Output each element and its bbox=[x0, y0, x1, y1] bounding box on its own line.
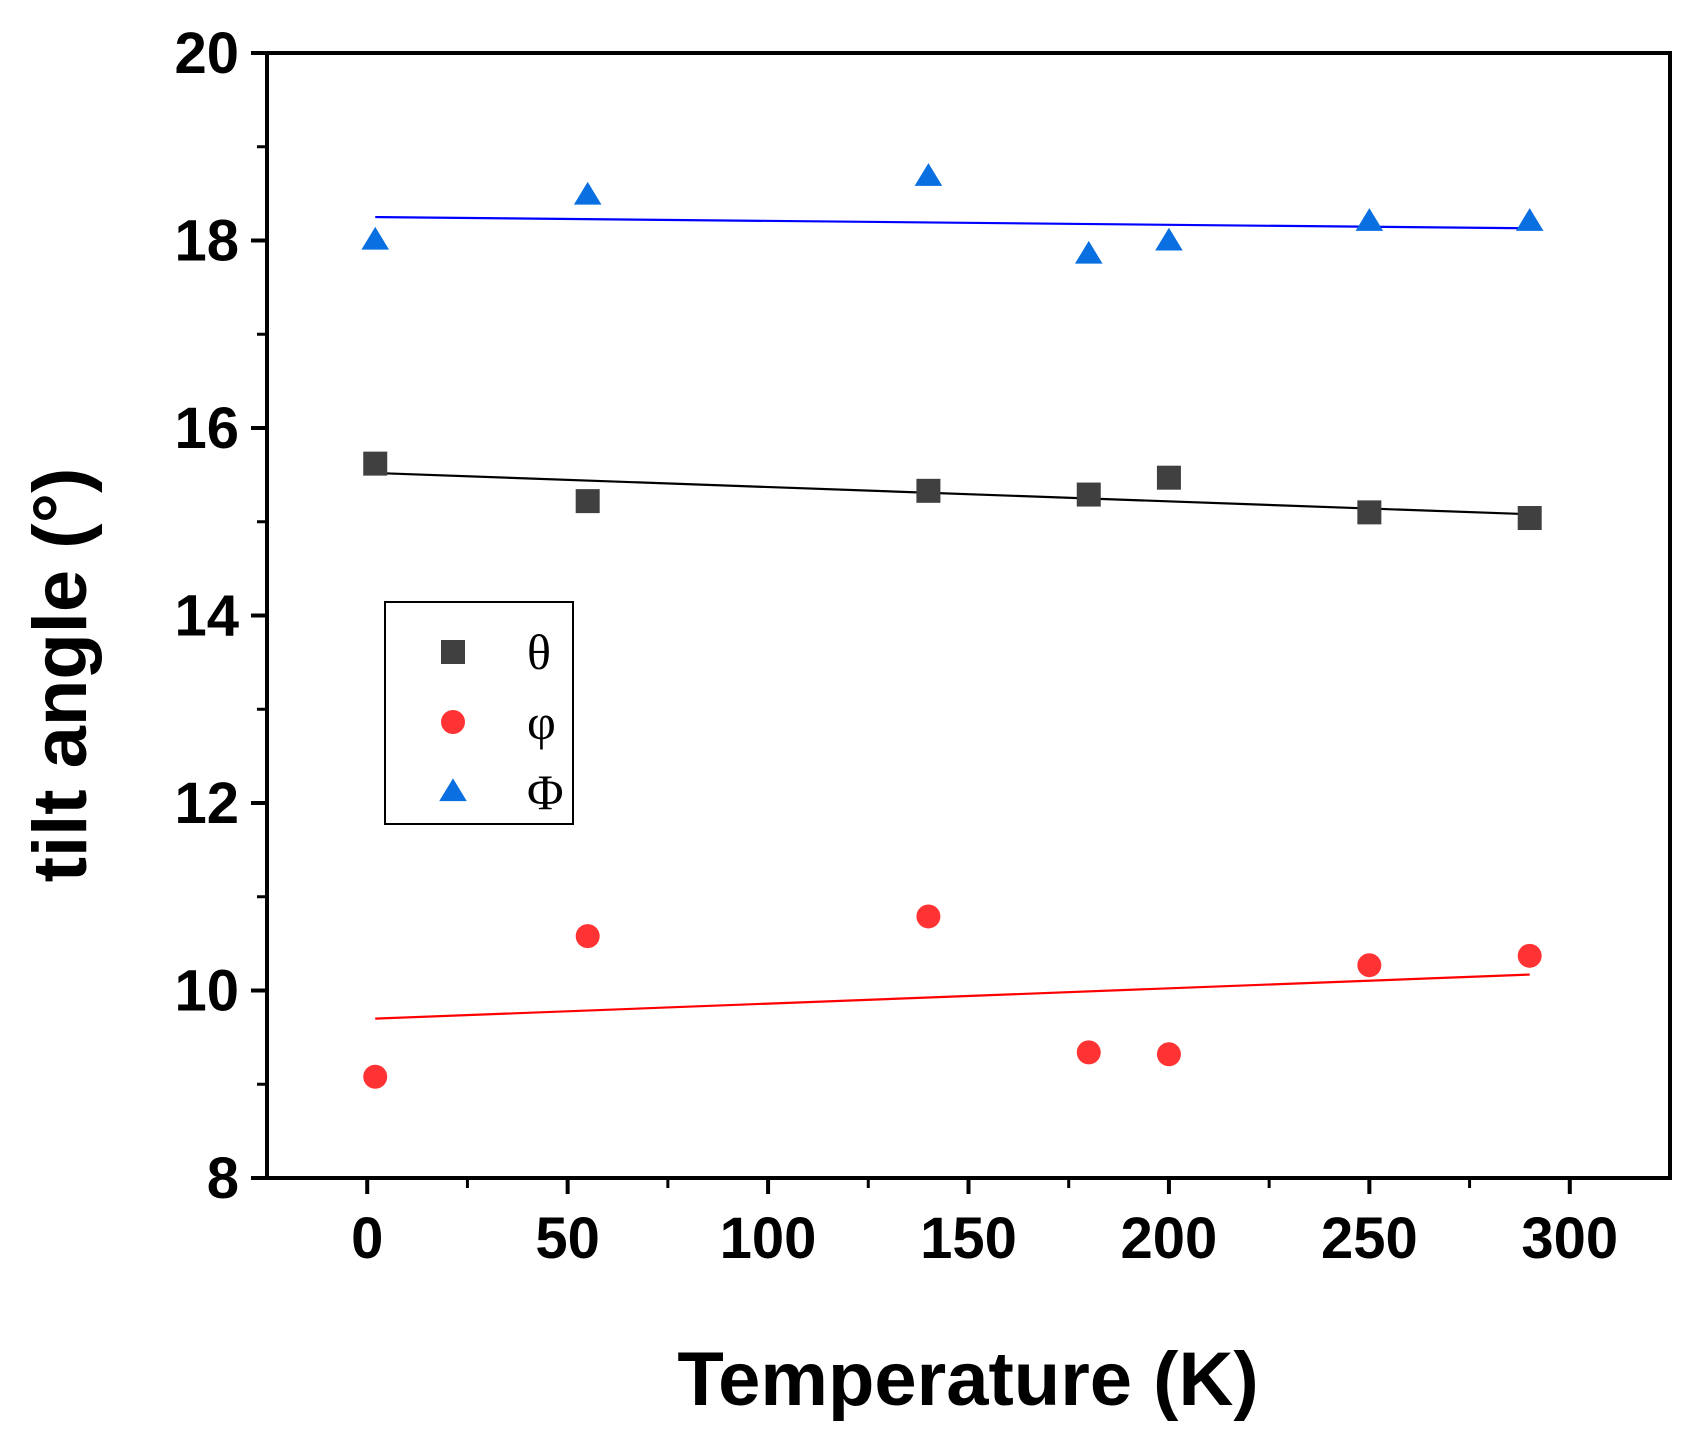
phi-capital-point bbox=[914, 163, 943, 186]
y-tick-label: 18 bbox=[174, 209, 239, 274]
fit-line bbox=[375, 471, 1530, 516]
theta-point bbox=[1517, 506, 1542, 530]
y-tick-label: 10 bbox=[174, 959, 239, 1024]
theta-point bbox=[1357, 500, 1382, 525]
phi-small-point bbox=[575, 924, 600, 949]
theta-point bbox=[363, 451, 388, 476]
x-tick-label: 0 bbox=[351, 1206, 383, 1271]
x-tick-label: 50 bbox=[535, 1206, 600, 1271]
phi-small-point bbox=[1357, 953, 1382, 978]
phi-capital-point bbox=[1515, 208, 1544, 231]
theta-point bbox=[1156, 465, 1181, 490]
y-tick-label: 14 bbox=[174, 584, 239, 649]
phi-small-point bbox=[1517, 943, 1542, 968]
y-tick-label: 20 bbox=[174, 21, 239, 86]
x-axis: 0 50 100 150 200 250 300 bbox=[351, 1178, 1618, 1271]
theta-point bbox=[575, 489, 600, 514]
legend-label: φ bbox=[527, 694, 556, 750]
phi-capital-point bbox=[361, 226, 390, 250]
y-axis: 8 10 12 14 16 18 20 bbox=[174, 21, 267, 1211]
phi-small-point bbox=[916, 904, 941, 929]
fit-lines bbox=[375, 215, 1530, 1020]
x-axis-title: Temperature (K) bbox=[677, 1337, 1258, 1422]
phi-small-point bbox=[1076, 1040, 1101, 1065]
x-tick-label: 100 bbox=[720, 1206, 817, 1271]
legend-label: Φ bbox=[527, 764, 564, 820]
phi-capital-point bbox=[573, 181, 602, 205]
legend-marker bbox=[441, 640, 465, 664]
legend-label: θ bbox=[527, 624, 551, 680]
legend-box bbox=[384, 601, 574, 825]
legend-entries: θφΦ bbox=[439, 624, 564, 820]
x-tick-label: 250 bbox=[1321, 1206, 1418, 1271]
phi-small-point bbox=[1156, 1042, 1181, 1067]
phi-capital-point bbox=[1074, 240, 1103, 264]
x-tick-label: 200 bbox=[1121, 1206, 1218, 1271]
fit-line bbox=[375, 215, 1530, 230]
phi-capital-point bbox=[1155, 227, 1183, 251]
theta-point bbox=[1076, 482, 1101, 507]
theta-point bbox=[916, 478, 941, 503]
fit-line bbox=[375, 973, 1530, 1020]
legend: θφΦ bbox=[384, 601, 574, 825]
x-tick-label: 300 bbox=[1521, 1206, 1618, 1271]
y-tick-label: 12 bbox=[174, 771, 239, 836]
y-tick-label: 16 bbox=[174, 396, 239, 461]
phi-small-point bbox=[363, 1064, 388, 1089]
legend-marker bbox=[439, 778, 467, 802]
x-tick-label: 150 bbox=[920, 1206, 1017, 1271]
data-points bbox=[361, 163, 1544, 1089]
y-tick-label: 8 bbox=[207, 1146, 239, 1211]
phi-capital-point bbox=[1355, 208, 1384, 231]
y-axis-title: tilt angle (°) bbox=[18, 468, 103, 883]
legend-marker bbox=[441, 710, 465, 734]
